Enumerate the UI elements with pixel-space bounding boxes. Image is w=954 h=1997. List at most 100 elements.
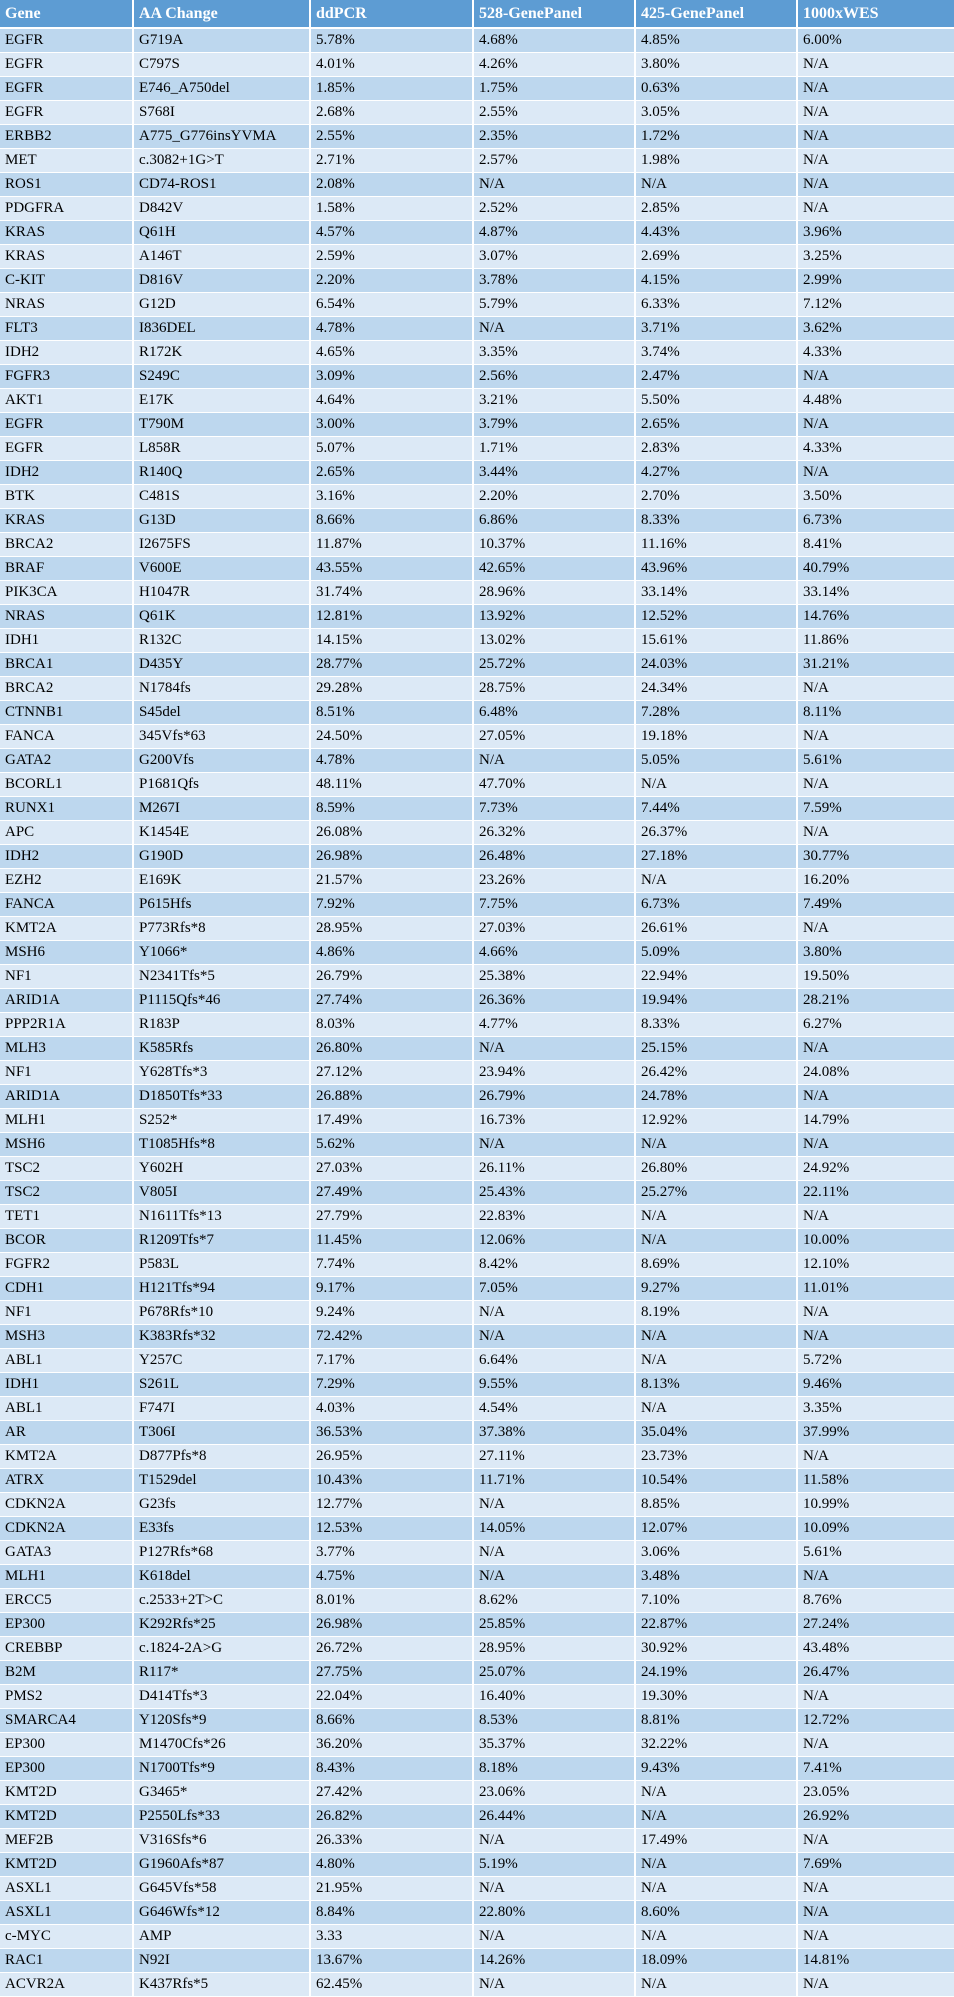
gene-cell: RUNX1 [0, 796, 134, 821]
425-genepanel-cell: 11.16% [635, 532, 798, 557]
aa-change-cell: CD74-ROS1 [133, 172, 311, 197]
1000xwes-cell: N/A [797, 1204, 954, 1229]
aa-change-cell: I2675FS [133, 532, 311, 557]
table-row: FLT3 I836DEL 4.78% N/A 3.71% 3.62% [0, 316, 954, 341]
gene-cell: EP300 [0, 1612, 134, 1637]
table-row: KMT2A P773Rfs*8 28.95% 27.03% 26.61% N/A [0, 916, 954, 941]
gene-cell: SMARCA4 [0, 1708, 134, 1733]
425-genepanel-cell: 26.37% [635, 820, 798, 845]
528-genepanel-cell: 5.19% [473, 1852, 636, 1877]
gene-cell: IDH1 [0, 1372, 134, 1397]
ddpcr-cell: 3.00% [310, 412, 474, 437]
528-genepanel-cell: 37.38% [473, 1420, 636, 1445]
425-genepanel-cell: 8.33% [635, 508, 798, 533]
table-row: PPP2R1A R183P 8.03% 4.77% 8.33% 6.27% [0, 1012, 954, 1037]
1000xwes-cell: 7.59% [797, 796, 954, 821]
header-row: Gene AA Change ddPCR 528-GenePanel 425-GeneP… [0, 0, 954, 29]
ddpcr-cell: 8.01% [310, 1588, 474, 1613]
1000xwes-cell: 16.20% [797, 868, 954, 893]
1000xwes-cell: 3.96% [797, 220, 954, 245]
ddpcr-cell: 7.74% [310, 1252, 474, 1277]
425-genepanel-cell: 17.49% [635, 1828, 798, 1853]
table-row: FANCA P615Hfs 7.92% 7.75% 6.73% 7.49% [0, 892, 954, 917]
528-genepanel-cell: 27.11% [473, 1444, 636, 1469]
aa-change-cell: H1047R [133, 580, 311, 605]
ddpcr-cell: 3.09% [310, 364, 474, 389]
1000xwes-cell: 6.73% [797, 508, 954, 533]
table-row: KRAS A146T 2.59% 3.07% 2.69% 3.25% [0, 244, 954, 269]
aa-change-cell: G646Wfs*12 [133, 1900, 311, 1925]
1000xwes-cell: 11.01% [797, 1276, 954, 1301]
425-genepanel-cell: 3.71% [635, 316, 798, 341]
528-genepanel-cell: 8.62% [473, 1588, 636, 1613]
ddpcr-cell: 8.59% [310, 796, 474, 821]
ddpcr-cell: 8.43% [310, 1756, 474, 1781]
gene-cell: EZH2 [0, 868, 134, 893]
ddpcr-cell: 8.84% [310, 1900, 474, 1925]
aa-change-cell: D877Pfs*8 [133, 1444, 311, 1469]
gene-cell: EGFR [0, 436, 134, 461]
ddpcr-cell: 4.03% [310, 1396, 474, 1421]
425-genepanel-cell: 30.92% [635, 1636, 798, 1661]
528-genepanel-cell: 4.68% [473, 28, 636, 53]
gene-cell: BCORL1 [0, 772, 134, 797]
ddpcr-cell: 9.24% [310, 1300, 474, 1325]
528-genepanel-cell: 47.70% [473, 772, 636, 797]
aa-change-cell: E746_A750del [133, 76, 311, 101]
528-genepanel-cell: N/A [473, 1972, 636, 1997]
table-row: KRAS Q61H 4.57% 4.87% 4.43% 3.96% [0, 220, 954, 245]
gene-cell: BRCA2 [0, 532, 134, 557]
ddpcr-cell: 26.80% [310, 1036, 474, 1061]
425-genepanel-cell: 2.70% [635, 484, 798, 509]
1000xwes-cell: 43.48% [797, 1636, 954, 1661]
528-genepanel-cell: 2.55% [473, 100, 636, 125]
table-row: TSC2 V805I 27.49% 25.43% 25.27% 22.11% [0, 1180, 954, 1205]
table-row: EGFR C797S 4.01% 4.26% 3.80% N/A [0, 52, 954, 77]
425-genepanel-cell: 3.80% [635, 52, 798, 77]
table-row: APC K1454E 26.08% 26.32% 26.37% N/A [0, 820, 954, 845]
gene-cell: CDKN2A [0, 1516, 134, 1541]
1000xwes-cell: 10.99% [797, 1492, 954, 1517]
ddpcr-cell: 27.03% [310, 1156, 474, 1181]
425-genepanel-cell: 4.15% [635, 268, 798, 293]
table-row: BTK C481S 3.16% 2.20% 2.70% 3.50% [0, 484, 954, 509]
528-genepanel-cell: 2.57% [473, 148, 636, 173]
425-genepanel-cell: 9.43% [635, 1756, 798, 1781]
425-genepanel-cell: 2.83% [635, 436, 798, 461]
table-row: FGFR2 P583L 7.74% 8.42% 8.69% 12.10% [0, 1252, 954, 1277]
gene-cell: FGFR2 [0, 1252, 134, 1277]
1000xwes-cell: 14.81% [797, 1948, 954, 1973]
aa-change-cell: T790M [133, 412, 311, 437]
ddpcr-cell: 62.45% [310, 1972, 474, 1997]
aa-change-cell: R140Q [133, 460, 311, 485]
table-row: ABL1 Y257C 7.17% 6.64% N/A 5.72% [0, 1348, 954, 1373]
ddpcr-cell: 2.68% [310, 100, 474, 125]
aa-change-cell: T1085Hfs*8 [133, 1132, 311, 1157]
425-genepanel-cell: 26.61% [635, 916, 798, 941]
table-row: ASXL1 G645Vfs*58 21.95% N/A N/A N/A [0, 1876, 954, 1901]
528-genepanel-cell: 3.21% [473, 388, 636, 413]
gene-cell: IDH2 [0, 460, 134, 485]
1000xwes-cell: N/A [797, 196, 954, 221]
table-row: AKT1 E17K 4.64% 3.21% 5.50% 4.48% [0, 388, 954, 413]
gene-cell: PMS2 [0, 1684, 134, 1709]
ddpcr-cell: 5.07% [310, 436, 474, 461]
aa-change-cell: I836DEL [133, 316, 311, 341]
425-genepanel-cell: 22.94% [635, 964, 798, 989]
gene-cell: ERBB2 [0, 124, 134, 149]
528-genepanel-cell: 3.78% [473, 268, 636, 293]
ddpcr-cell: 48.11% [310, 772, 474, 797]
ddpcr-cell: 6.54% [310, 292, 474, 317]
528-genepanel-cell: 13.02% [473, 628, 636, 653]
425-genepanel-cell: N/A [635, 868, 798, 893]
aa-change-cell: A775_G776insYVMA [133, 124, 311, 149]
1000xwes-cell: N/A [797, 1084, 954, 1109]
gene-cell: PPP2R1A [0, 1012, 134, 1037]
gene-cell: ASXL1 [0, 1900, 134, 1925]
column-header-aa-change: AA Change [133, 0, 311, 29]
528-genepanel-cell: 27.03% [473, 916, 636, 941]
ddpcr-cell: 4.78% [310, 316, 474, 341]
aa-change-cell: R1209Tfs*7 [133, 1228, 311, 1253]
aa-change-cell: P1115Qfs*46 [133, 988, 311, 1013]
